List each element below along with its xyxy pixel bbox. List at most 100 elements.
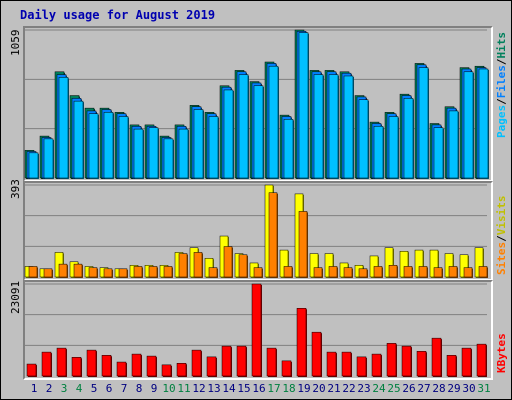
bar-sites-day-30 <box>463 267 473 278</box>
x-tick-label-day-4: 4 <box>75 382 83 395</box>
bar-kbytes-day-4 <box>71 357 82 377</box>
bar-pages-day-3 <box>58 77 69 179</box>
x-tick-label-day-24: 24 <box>372 382 386 395</box>
bar-kbytes-day-9 <box>146 355 157 377</box>
x-tick-label-day-13: 13 <box>207 382 221 395</box>
x-tick-label-day-5: 5 <box>90 382 98 395</box>
bar-sites-day-18 <box>283 266 293 278</box>
bar-pages-day-25 <box>388 116 399 179</box>
bar-pages-day-12 <box>193 109 204 179</box>
bar-pages-day-10 <box>163 138 174 179</box>
bar-pages-day-15 <box>238 74 249 179</box>
x-tick-label-day-26: 26 <box>402 382 416 395</box>
bar-pages-day-5 <box>88 113 99 179</box>
bar-kbytes-day-19 <box>296 308 307 377</box>
bar-pages-day-19 <box>298 32 309 179</box>
x-tick-label-day-22: 22 <box>342 382 356 395</box>
x-tick-label-day-10: 10 <box>162 382 176 395</box>
bar-sites-day-5 <box>88 267 98 278</box>
bar-kbytes-day-26 <box>401 345 412 377</box>
bar-kbytes-day-10 <box>161 364 172 377</box>
bar-sites-day-23 <box>358 268 368 278</box>
bar-kbytes-day-2 <box>41 351 52 377</box>
x-tick-label-day-12: 12 <box>192 382 206 395</box>
x-tick-label-day-2: 2 <box>45 382 53 395</box>
bar-kbytes-day-23 <box>356 356 367 377</box>
x-tick-label-day-29: 29 <box>447 382 461 395</box>
bar-kbytes-day-18 <box>281 360 292 377</box>
bar-sites-day-24 <box>373 266 383 278</box>
bar-sites-day-6 <box>103 268 113 278</box>
bar-kbytes-day-14 <box>221 345 232 377</box>
x-tick-label-day-8: 8 <box>135 382 143 395</box>
bar-kbytes-day-27 <box>416 351 427 377</box>
x-tick-label-day-30: 30 <box>462 382 476 395</box>
bar-pages-day-8 <box>133 128 144 179</box>
bar-kbytes-day-11 <box>176 363 187 377</box>
bar-kbytes-day-8 <box>131 353 142 377</box>
bar-kbytes-day-29 <box>446 355 457 377</box>
bar-sites-day-10 <box>163 266 173 278</box>
bar-pages-day-29 <box>448 110 459 179</box>
bar-pages-day-7 <box>118 116 129 179</box>
x-tick-label-day-18: 18 <box>282 382 296 395</box>
bar-sites-day-3 <box>58 263 68 278</box>
bar-kbytes-day-30 <box>461 347 472 377</box>
bar-kbytes-day-24 <box>371 353 382 377</box>
x-tick-label-day-6: 6 <box>105 382 113 395</box>
bar-kbytes-day-7 <box>116 361 127 377</box>
bar-sites-day-9 <box>148 266 158 278</box>
bar-kbytes-day-21 <box>326 351 337 377</box>
bar-kbytes-day-20 <box>311 331 322 377</box>
bar-sites-day-22 <box>343 267 353 278</box>
bar-pages-day-21 <box>328 74 339 179</box>
bar-sites-day-28 <box>433 267 443 278</box>
x-tick-label-day-20: 20 <box>312 382 326 395</box>
bar-kbytes-day-15 <box>236 345 247 377</box>
bar-sites-day-11 <box>178 253 188 278</box>
bar-sites-day-31 <box>478 266 488 278</box>
bar-kbytes-day-13 <box>206 356 217 377</box>
bar-sites-day-16 <box>253 267 263 278</box>
bar-pages-day-2 <box>43 138 54 179</box>
bar-pages-day-9 <box>148 127 159 179</box>
bar-sites-day-15 <box>238 254 248 278</box>
x-tick-label-day-11: 11 <box>177 382 191 395</box>
bar-pages-day-13 <box>208 116 219 179</box>
bar-sites-day-17 <box>268 192 278 278</box>
bar-pages-day-11 <box>178 128 189 179</box>
x-tick-label-day-9: 9 <box>150 382 158 395</box>
bar-kbytes-day-31 <box>476 343 487 377</box>
bar-pages-day-4 <box>73 100 84 179</box>
bar-kbytes-day-17 <box>266 347 277 377</box>
bar-sites-day-19 <box>298 211 308 278</box>
bar-pages-day-20 <box>313 74 324 179</box>
bar-kbytes-day-16 <box>251 283 262 377</box>
bar-pages-day-14 <box>223 89 234 179</box>
x-tick-label-day-31: 31 <box>477 382 491 395</box>
bar-kbytes-day-5 <box>86 349 97 377</box>
x-tick-label-day-21: 21 <box>327 382 341 395</box>
x-tick-label-day-23: 23 <box>357 382 371 395</box>
bar-kbytes-day-22 <box>341 351 352 377</box>
bar-kbytes-day-6 <box>101 355 112 377</box>
x-tick-label-day-14: 14 <box>222 382 236 395</box>
bar-pages-day-17 <box>268 65 279 179</box>
x-tick-label-day-3: 3 <box>60 382 68 395</box>
bar-pages-day-18 <box>283 119 294 179</box>
x-tick-label-day-16: 16 <box>252 382 266 395</box>
bar-kbytes-day-25 <box>386 343 397 377</box>
bar-kbytes-day-12 <box>191 349 202 377</box>
bar-pages-day-30 <box>463 71 474 179</box>
bar-sites-day-12 <box>193 252 203 278</box>
bar-sites-day-7 <box>118 268 128 278</box>
bar-sites-day-1 <box>28 266 38 278</box>
bar-sites-day-14 <box>223 246 233 278</box>
x-tick-label-day-28: 28 <box>432 382 446 395</box>
bar-pages-day-24 <box>373 126 384 179</box>
x-tick-label-day-27: 27 <box>417 382 431 395</box>
bar-sites-day-8 <box>133 266 143 278</box>
chart-title: Daily usage for August 2019 <box>20 8 216 22</box>
bar-sites-day-4 <box>73 263 83 278</box>
